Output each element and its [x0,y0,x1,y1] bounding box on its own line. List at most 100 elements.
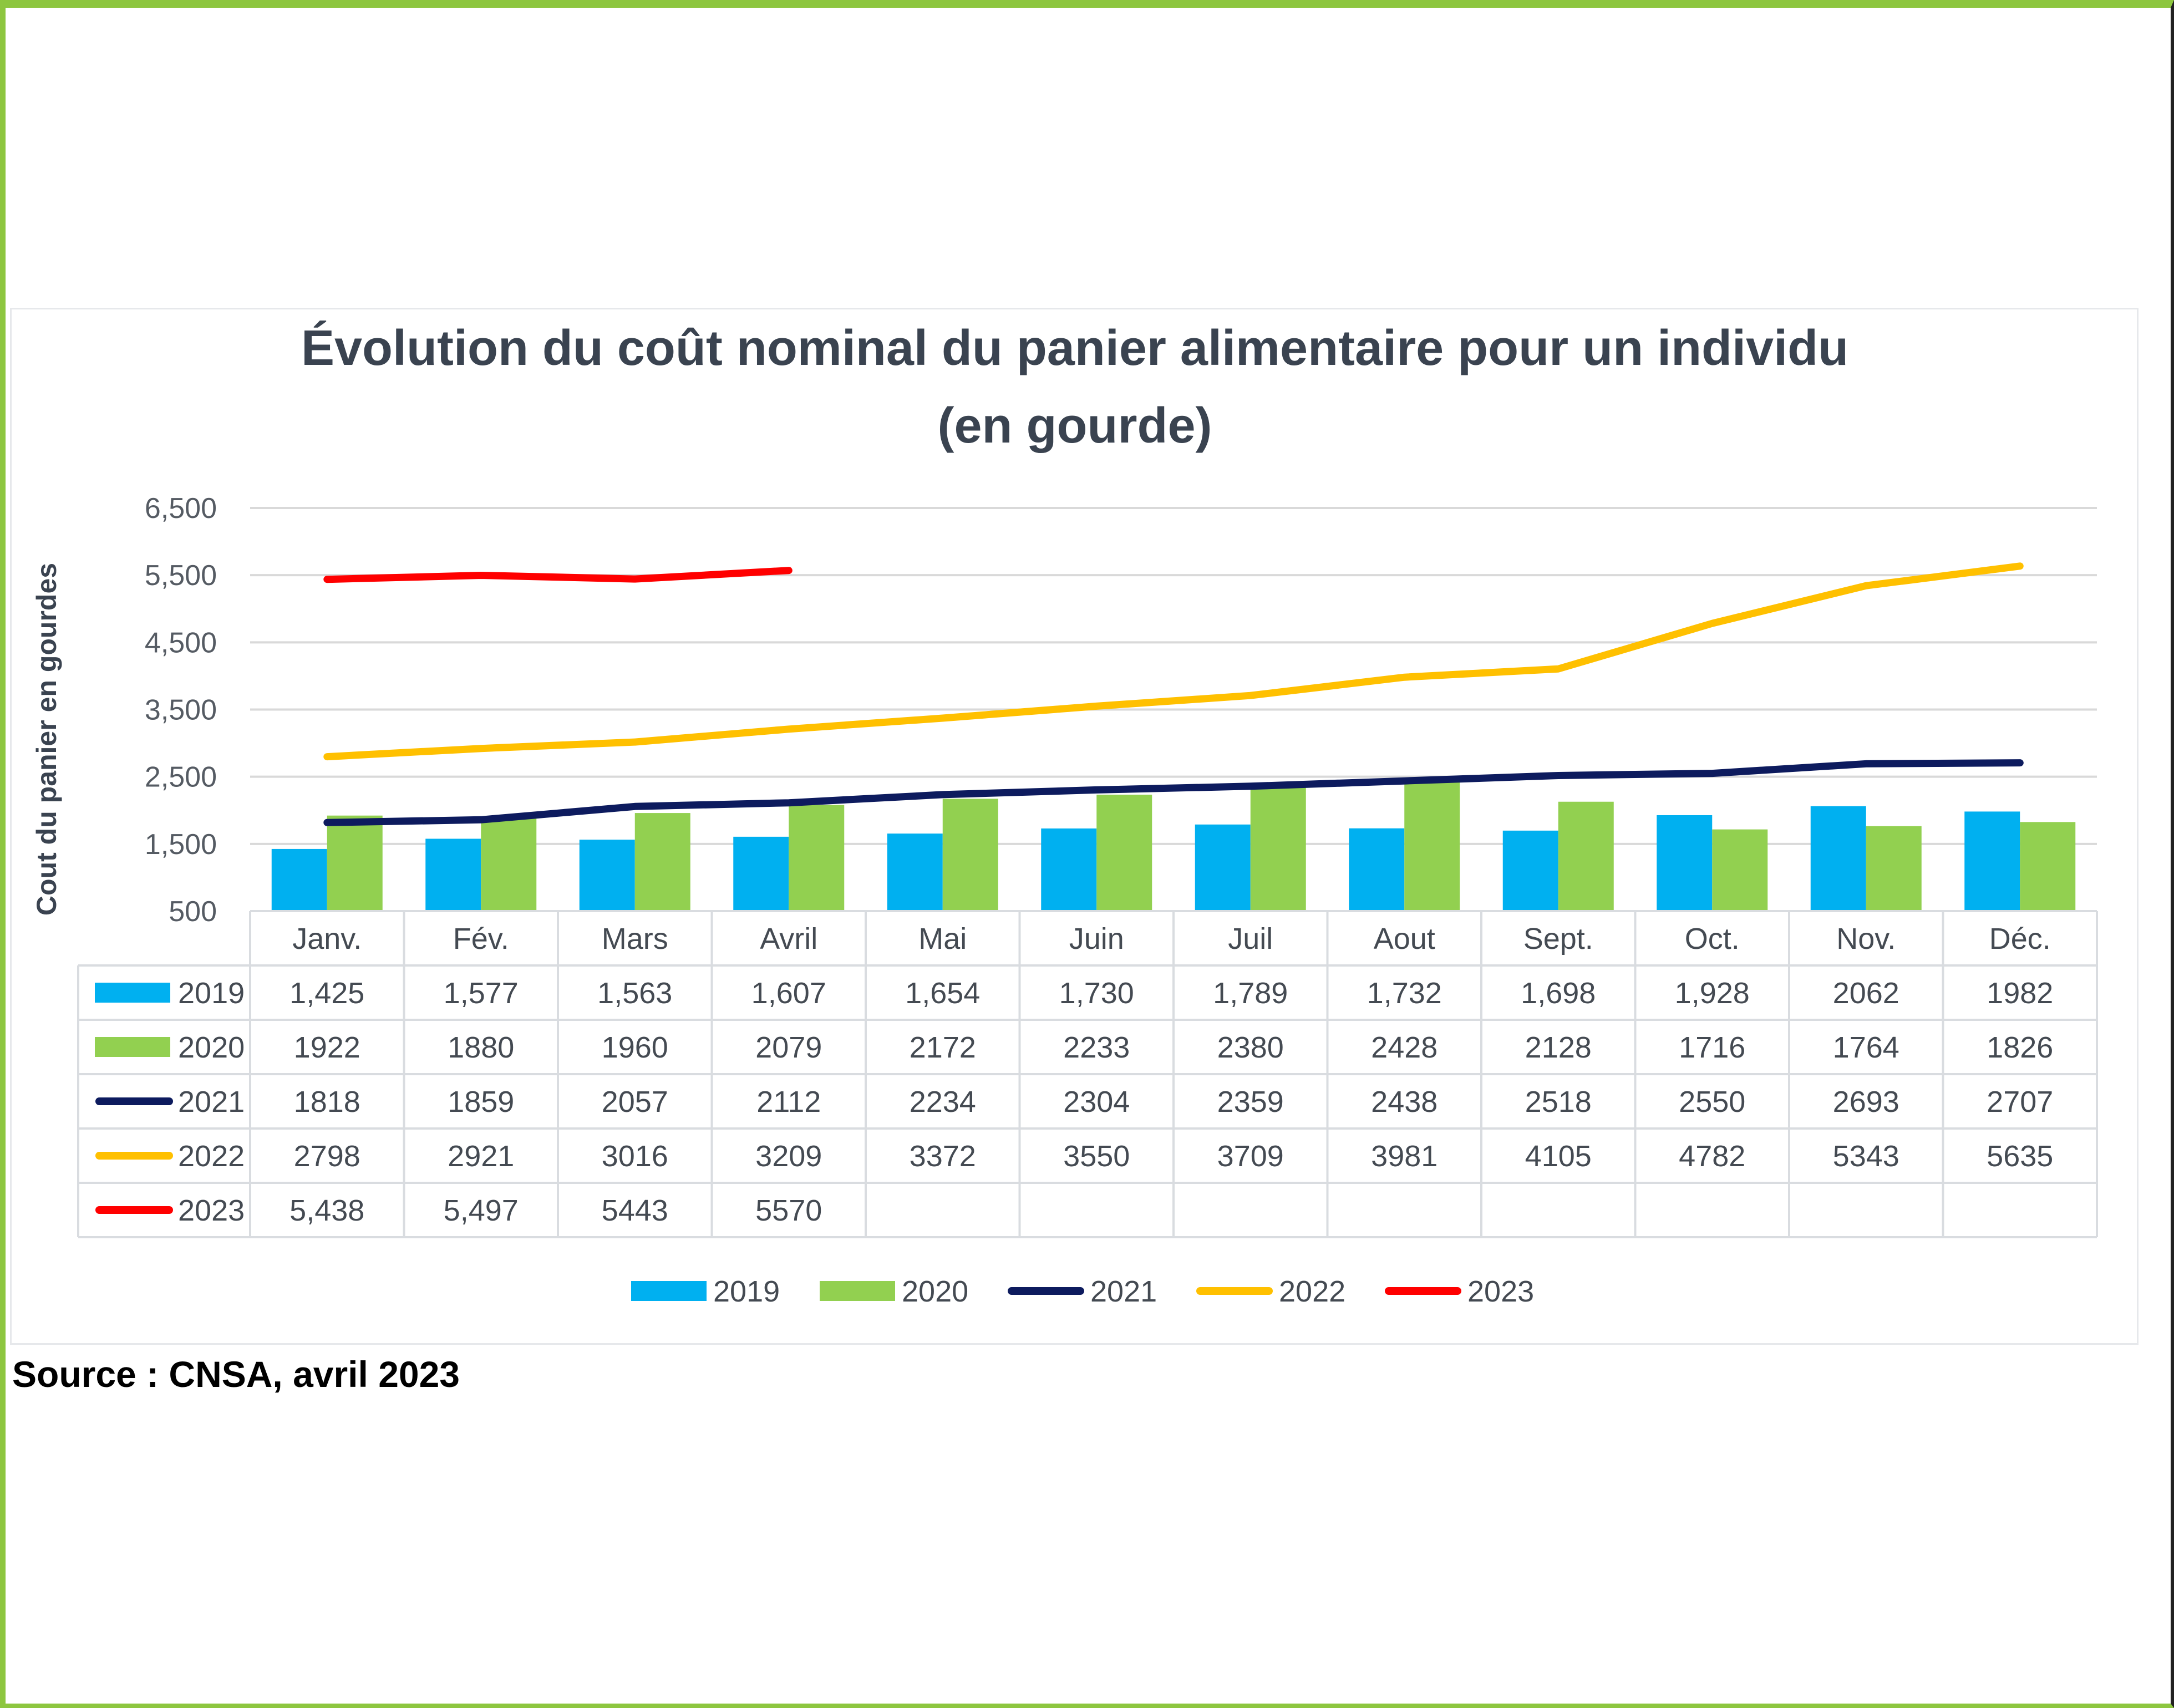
legend: 2019 2020 2021 2022 2023 [631,1275,1534,1308]
legend-key-2019 [631,1281,707,1301]
table-key-2019 [95,983,170,1003]
x-tick-label: Mai [918,922,967,955]
table-cell: 4782 [1679,1140,1745,1173]
chart-svg: Évolution du coût nominal du panier alim… [31,320,2098,1308]
chart-panel: Évolution du coût nominal du panier alim… [10,308,2139,1345]
bar-series [271,781,2076,911]
table-cell: 2359 [1217,1085,1284,1119]
x-tick-label: Fév. [453,922,509,955]
table-cell: 2062 [1833,977,1899,1010]
table-cell: 2057 [602,1085,668,1119]
y-tick-label: 5,500 [145,560,217,592]
table-cell: 2798 [294,1140,360,1173]
chart-title-line1: Évolution du coût nominal du panier alim… [301,320,1848,376]
source-note: Source : CNSA, avril 2023 [12,1354,460,1395]
line-2023 [323,567,793,583]
bar-2019 [271,848,327,911]
table-cell: 5,497 [444,1194,519,1227]
bar-2019 [425,838,481,911]
y-tick-label: 1,500 [145,828,217,861]
x-tick-label: Oct. [1685,922,1740,955]
table-cell: 1,698 [1521,977,1596,1010]
table-series-label: 2022 [178,1140,245,1173]
table-cell: 2438 [1371,1085,1438,1119]
table-cell: 3372 [910,1140,976,1173]
table-cell: 5570 [755,1194,822,1227]
table-cell: 2428 [1371,1031,1438,1064]
table-cell: 2380 [1217,1031,1284,1064]
y-tick-label: 3,500 [145,694,217,726]
bar-2019 [1041,828,1097,911]
table-cell: 1,654 [905,977,980,1010]
table-cell: 1859 [448,1085,514,1119]
bar-2019 [733,836,789,911]
table-cell: 1,928 [1675,977,1750,1010]
table-cell: 2079 [755,1031,822,1064]
legend-label: 2022 [1279,1275,1345,1308]
legend-label: 2023 [1467,1275,1534,1308]
table-cell: 2172 [910,1031,976,1064]
x-tick-label: Sept. [1523,922,1593,955]
table-cell: 1,425 [289,977,364,1010]
table-series-label: 2019 [178,977,245,1010]
x-tick-label: Déc. [1989,922,2051,955]
table-cell: 1,789 [1213,977,1288,1010]
table-cell: 4105 [1525,1140,1592,1173]
bar-2020 [1558,801,1614,911]
table-cell: 5635 [1987,1140,2053,1173]
bar-2020 [1712,829,1768,911]
y-tick-label: 500 [169,896,217,928]
y-tick-label: 2,500 [145,761,217,794]
table-cell: 2707 [1987,1085,2053,1119]
x-tick-label: Janv. [292,922,362,955]
table-cell: 1,577 [444,977,519,1010]
chart-title-line2: (en gourde) [938,398,1212,454]
table-cell: 5,438 [289,1194,364,1227]
bar-2019 [1964,811,2020,911]
line-series [323,562,2024,826]
bar-2020 [789,805,845,911]
table-series-label: 2020 [178,1031,245,1064]
table-cell: 1,732 [1367,977,1442,1010]
bar-2020 [1404,781,1460,911]
table-cell: 1826 [1987,1031,2053,1064]
table-cell: 2921 [448,1140,514,1173]
table-cell: 2128 [1525,1031,1592,1064]
bar-2019 [1349,828,1405,911]
bar-2019 [1502,830,1558,911]
gridlines: 6,500 5,500 4,500 3,500 2,500 1,500 500 [145,492,2097,928]
table-cell: 3981 [1371,1140,1438,1173]
table-series-label: 2021 [178,1085,245,1119]
bar-2019 [1195,824,1251,911]
table-cell: 1,730 [1059,977,1134,1010]
table-cell: 2233 [1063,1031,1130,1064]
table-cell: 1960 [602,1031,668,1064]
bar-2020 [1250,785,1306,911]
x-tick-label: Juil [1228,922,1273,955]
legend-label: 2021 [1090,1275,1157,1308]
table-cell: 1818 [294,1085,360,1119]
table-cell: 5343 [1833,1140,1899,1173]
table-cell: 2518 [1525,1085,1592,1119]
table-cell: 3016 [602,1140,668,1173]
table-cell: 1,563 [597,977,672,1010]
table-cell: 1764 [1833,1031,1899,1064]
table-cell: 1982 [1987,977,2053,1010]
x-tick-label: Avril [760,922,817,955]
x-tick-label: Nov. [1836,922,1896,955]
bar-2020 [327,815,383,911]
table-cell: 1,607 [751,977,826,1010]
table-cell: 2234 [910,1085,976,1119]
bar-2019 [887,833,943,911]
table-cell: 1922 [294,1031,360,1064]
bar-2020 [942,799,998,911]
y-axis-label: Cout du panier en gourdes [31,563,62,916]
table-cell: 3709 [1217,1140,1284,1173]
legend-key-2020 [820,1281,895,1301]
legend-label: 2020 [902,1275,968,1308]
legend-label: 2019 [713,1275,780,1308]
bar-2020 [2020,822,2076,911]
table-cell: 5443 [602,1194,668,1227]
x-tick-label: Juin [1069,922,1124,955]
